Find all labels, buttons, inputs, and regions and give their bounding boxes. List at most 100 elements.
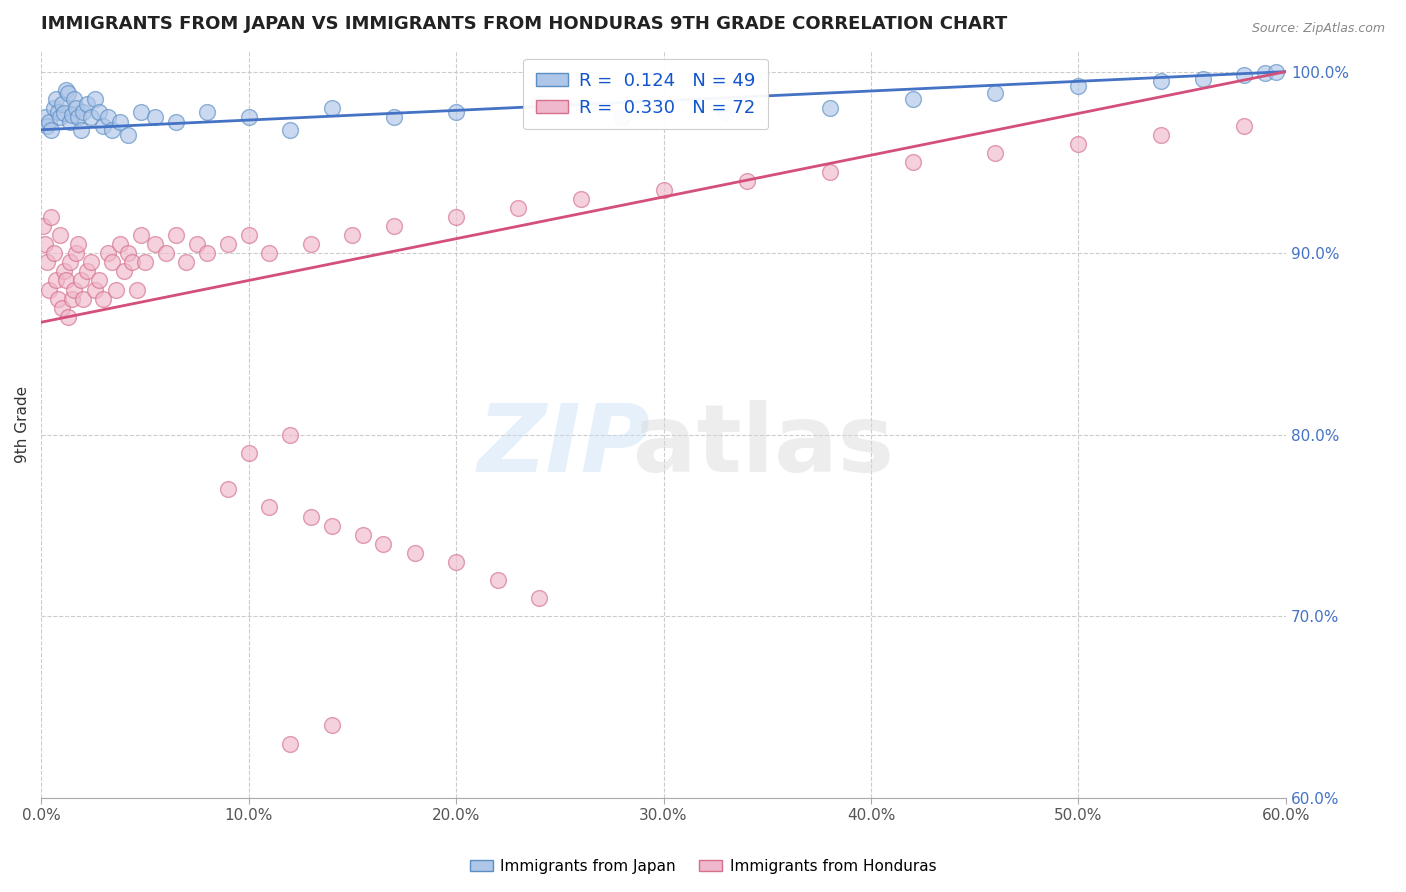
Point xyxy=(125,283,148,297)
Point xyxy=(1067,137,1090,152)
Point xyxy=(155,246,177,260)
Point xyxy=(610,110,633,124)
Point xyxy=(45,92,67,106)
Point xyxy=(80,255,103,269)
Point xyxy=(143,110,166,124)
Point xyxy=(76,264,98,278)
Point xyxy=(652,183,675,197)
Point xyxy=(112,264,135,278)
Text: IMMIGRANTS FROM JAPAN VS IMMIGRANTS FROM HONDURAS 9TH GRADE CORRELATION CHART: IMMIGRANTS FROM JAPAN VS IMMIGRANTS FROM… xyxy=(41,15,1007,33)
Point xyxy=(69,122,91,136)
Point xyxy=(321,101,343,115)
Point xyxy=(38,283,60,297)
Point xyxy=(84,283,107,297)
Point xyxy=(735,173,758,187)
Point xyxy=(51,97,73,112)
Point xyxy=(352,527,374,541)
Legend: R =  0.124   N = 49, R =  0.330   N = 72: R = 0.124 N = 49, R = 0.330 N = 72 xyxy=(523,59,768,129)
Point xyxy=(527,97,550,112)
Point xyxy=(486,573,509,587)
Point xyxy=(299,237,322,252)
Point xyxy=(55,273,77,287)
Point xyxy=(818,101,841,115)
Point xyxy=(527,591,550,606)
Point xyxy=(121,255,143,269)
Point xyxy=(117,246,139,260)
Point xyxy=(373,537,395,551)
Point xyxy=(59,115,82,129)
Point xyxy=(65,246,87,260)
Point xyxy=(129,228,152,243)
Point xyxy=(63,283,86,297)
Point xyxy=(93,119,115,133)
Point xyxy=(342,228,364,243)
Point xyxy=(104,283,127,297)
Point xyxy=(37,119,59,133)
Point xyxy=(165,115,187,129)
Point xyxy=(72,292,94,306)
Legend: Immigrants from Japan, Immigrants from Honduras: Immigrants from Japan, Immigrants from H… xyxy=(464,853,942,880)
Point xyxy=(278,427,301,442)
Point xyxy=(46,292,69,306)
Point xyxy=(108,115,131,129)
Point xyxy=(100,122,122,136)
Point xyxy=(1233,119,1256,133)
Point xyxy=(55,83,77,97)
Point xyxy=(321,718,343,732)
Point xyxy=(41,122,63,136)
Point xyxy=(69,273,91,287)
Point xyxy=(1067,79,1090,94)
Y-axis label: 9th Grade: 9th Grade xyxy=(15,385,30,463)
Point xyxy=(56,310,79,324)
Point xyxy=(49,110,72,124)
Point xyxy=(42,246,65,260)
Point xyxy=(93,292,115,306)
Point xyxy=(1150,73,1173,87)
Point xyxy=(818,164,841,178)
Point xyxy=(195,104,218,119)
Point xyxy=(46,104,69,119)
Point xyxy=(60,108,83,122)
Point xyxy=(901,92,924,106)
Point xyxy=(444,210,467,224)
Point xyxy=(117,128,139,143)
Point xyxy=(382,219,405,233)
Point xyxy=(72,104,94,119)
Point xyxy=(165,228,187,243)
Point xyxy=(186,237,208,252)
Point xyxy=(238,446,260,460)
Point xyxy=(176,255,198,269)
Point xyxy=(96,110,118,124)
Point xyxy=(1233,68,1256,82)
Point xyxy=(45,273,67,287)
Point xyxy=(259,246,281,260)
Point xyxy=(238,110,260,124)
Point xyxy=(278,737,301,751)
Point xyxy=(38,115,60,129)
Point xyxy=(52,264,75,278)
Text: ZIP: ZIP xyxy=(478,401,651,492)
Point xyxy=(34,237,56,252)
Point xyxy=(238,228,260,243)
Point xyxy=(65,101,87,115)
Point xyxy=(41,210,63,224)
Point xyxy=(404,546,426,560)
Point xyxy=(129,104,152,119)
Point xyxy=(569,192,592,206)
Point xyxy=(34,110,56,124)
Point xyxy=(1254,66,1277,80)
Point xyxy=(56,87,79,101)
Point xyxy=(217,237,239,252)
Point xyxy=(32,219,55,233)
Point xyxy=(76,97,98,112)
Point xyxy=(195,246,218,260)
Point xyxy=(217,483,239,497)
Point xyxy=(60,292,83,306)
Point xyxy=(1264,64,1286,78)
Point xyxy=(67,110,90,124)
Point xyxy=(96,246,118,260)
Point xyxy=(108,237,131,252)
Point xyxy=(1192,71,1215,86)
Point xyxy=(984,87,1007,101)
Point xyxy=(901,155,924,169)
